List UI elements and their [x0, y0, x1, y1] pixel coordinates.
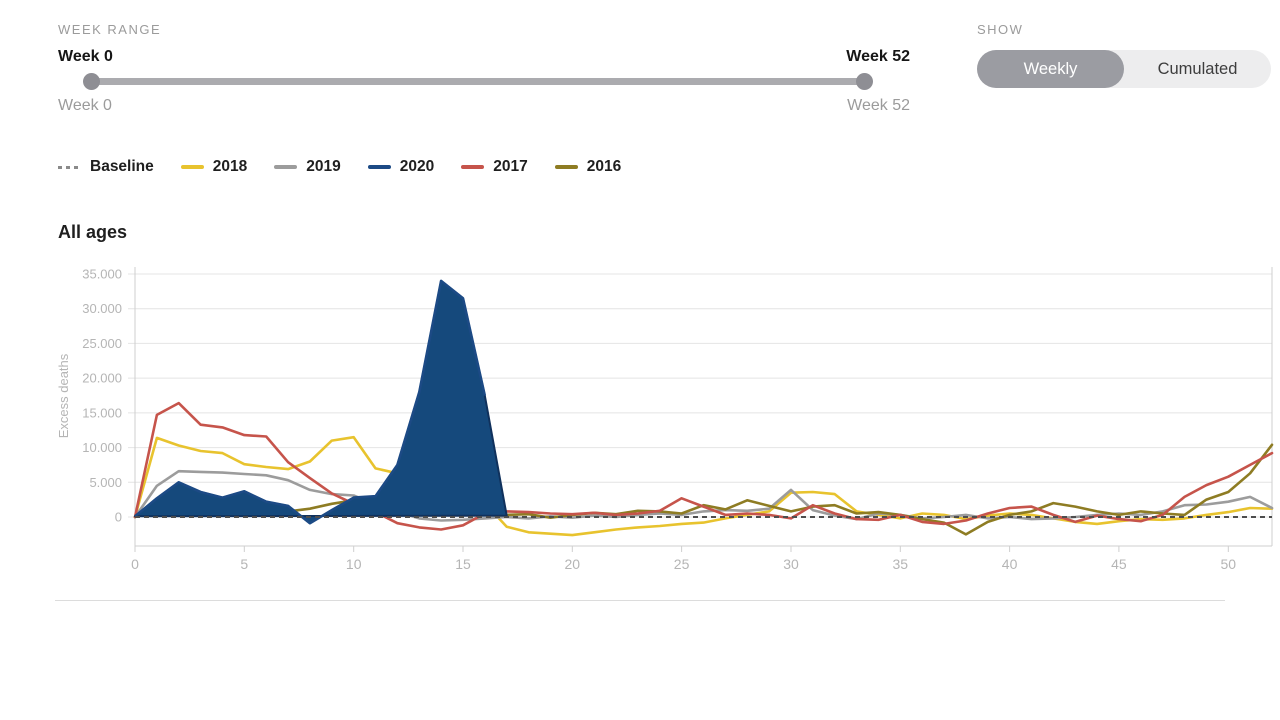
- series-line-2017: [133, 401, 1274, 531]
- legend-label: 2020: [399, 158, 435, 175]
- week-range-min-value: Week 0: [58, 48, 113, 65]
- week-range-min-sublabel: Week 0: [58, 97, 112, 114]
- x-tick-label: 50: [1221, 556, 1237, 572]
- x-tick-label: 0: [131, 556, 139, 572]
- line-swatch-icon: [461, 165, 485, 169]
- x-tick-label: 35: [893, 556, 909, 572]
- x-tick-label: 45: [1111, 556, 1127, 572]
- x-tick-label: 20: [565, 556, 581, 572]
- line-swatch-icon: [367, 165, 391, 169]
- legend-label: 2016: [586, 158, 622, 175]
- week-range-control: WEEK RANGE Week 0 Week 52 Week 0 Week 52: [58, 22, 910, 115]
- series-line-2016: [133, 443, 1274, 536]
- legend-item-2020[interactable]: 2020: [367, 158, 435, 176]
- x-tick-label: 10: [346, 556, 362, 572]
- week-range-label: WEEK RANGE: [58, 22, 162, 37]
- y-tick-label: 10.000: [82, 440, 122, 455]
- chart-title: All ages: [58, 222, 128, 242]
- week-range-sublabels: Week 0 Week 52: [58, 97, 910, 115]
- excess-deaths-chart: 0 5.000 10.000 15.000 20.000 25.000 30.000 35.0…: [56, 267, 1274, 572]
- x-tick-label: 25: [674, 556, 690, 572]
- toggle-option-weekly[interactable]: Weekly: [977, 50, 1124, 88]
- line-swatch-icon: [180, 165, 204, 169]
- week-range-values: Week 0 Week 52: [58, 48, 910, 66]
- toggle-option-cumulated[interactable]: Cumulated: [1124, 50, 1271, 88]
- y-axis-title: Excess deaths: [56, 353, 71, 438]
- legend-label: 2018: [212, 158, 248, 175]
- legend-item-2016[interactable]: 2016: [554, 158, 622, 176]
- series-line-2018: [133, 435, 1274, 537]
- slider-track[interactable]: [91, 78, 865, 85]
- show-control: SHOW Weekly Cumulated: [977, 22, 1271, 88]
- legend-item-baseline[interactable]: Baseline: [58, 158, 154, 176]
- show-label: SHOW: [977, 22, 1024, 37]
- x-tick-label: 30: [783, 556, 799, 572]
- line-swatch-icon: [274, 165, 298, 169]
- dashed-line-swatch-icon: [58, 165, 81, 169]
- y-tick-label: 35.000: [82, 267, 122, 282]
- slider-handle-min[interactable]: [83, 73, 100, 90]
- y-tick-label: 0: [115, 510, 122, 525]
- x-tick-label: 15: [455, 556, 471, 572]
- legend-item-2019[interactable]: 2019: [274, 158, 341, 176]
- y-tick-label: 25.000: [82, 336, 122, 351]
- y-tick-label: 15.000: [82, 405, 122, 420]
- week-range-slider[interactable]: [83, 72, 873, 90]
- week-range-max-value: Week 52: [846, 48, 910, 65]
- legend-item-2017[interactable]: 2017: [461, 158, 528, 176]
- legend-label: 2019: [306, 158, 341, 175]
- y-tick-label: 5.000: [89, 475, 122, 490]
- legend: Baseline 2018 2019 2020 2017 2016: [58, 156, 621, 178]
- legend-item-2018[interactable]: 2018: [180, 158, 248, 176]
- line-swatch-icon: [554, 165, 578, 169]
- y-tick-label: 30.000: [82, 301, 122, 316]
- x-tick-label: 5: [240, 556, 248, 572]
- series-line-2020: [134, 279, 487, 525]
- show-toggle: Weekly Cumulated: [977, 50, 1271, 88]
- legend-label: 2017: [493, 158, 528, 175]
- legend-label: Baseline: [90, 158, 154, 175]
- week-range-max-sublabel: Week 52: [847, 97, 910, 114]
- x-tick-label: 40: [1002, 556, 1018, 572]
- slider-handle-max[interactable]: [856, 73, 873, 90]
- section-divider: [55, 600, 1225, 601]
- y-tick-label: 20.000: [82, 371, 122, 386]
